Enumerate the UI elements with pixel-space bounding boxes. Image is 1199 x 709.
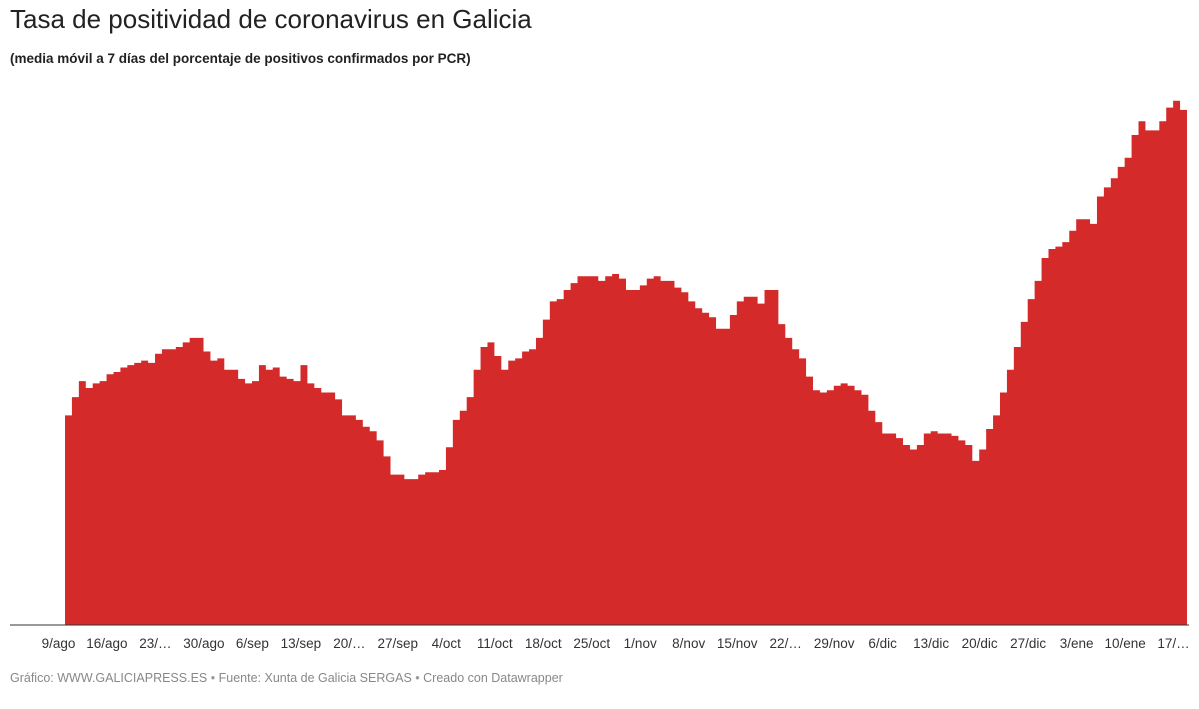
x-tick-label: 17/… xyxy=(1157,636,1189,651)
x-tick-label: 27/sep xyxy=(378,636,419,651)
chart-footer: Gráfico: WWW.GALICIAPRESS.ES • Fuente: X… xyxy=(10,671,563,685)
x-tick-label: 30/ago xyxy=(183,636,224,651)
x-tick-label: 6/dic xyxy=(868,636,897,651)
positivity-area xyxy=(65,100,1187,626)
x-axis: 9/ago 16/ago 23/… 30/ago 6/sep 13/sep 20/… 27/s… xyxy=(42,636,1190,651)
x-tick-label: 22/… xyxy=(770,636,802,651)
x-tick-label: 11/oct xyxy=(477,636,513,651)
positivity-area-chart: 9/ago 16/ago 23/… 30/ago 6/sep 13/sep 20/… 27/s… xyxy=(10,100,1190,651)
footer-tool: Creado con Datawrapper xyxy=(423,671,563,685)
x-tick-label: 4/oct xyxy=(432,636,462,651)
x-tick-label: 25/oct xyxy=(573,636,610,651)
x-tick-label: 18/oct xyxy=(525,636,562,651)
x-tick-label: 29/nov xyxy=(814,636,855,651)
x-tick-label: 27/dic xyxy=(1010,636,1046,651)
x-tick-label: 6/sep xyxy=(236,636,269,651)
x-tick-label: 20/… xyxy=(333,636,365,651)
footer-credit: Gráfico: WWW.GALICIAPRESS.ES xyxy=(10,671,208,685)
x-tick-label: 15/nov xyxy=(717,636,758,651)
x-tick-label: 8/nov xyxy=(672,636,705,651)
x-tick-label: 20/dic xyxy=(962,636,998,651)
x-tick-label: 13/sep xyxy=(281,636,322,651)
x-tick-label: 16/ago xyxy=(86,636,127,651)
x-tick-label: 23/… xyxy=(139,636,171,651)
x-tick-label: 13/dic xyxy=(913,636,949,651)
footer-source: Fuente: Xunta de Galicia SERGAS xyxy=(218,671,412,685)
x-tick-label: 9/ago xyxy=(42,636,76,651)
area-layer xyxy=(65,100,1187,626)
x-tick-label: 1/nov xyxy=(624,636,657,651)
chart-subtitle: (media móvil a 7 días del porcentaje de … xyxy=(10,51,471,66)
x-tick-label: 3/ene xyxy=(1060,636,1094,651)
x-tick-label: 10/ene xyxy=(1104,636,1145,651)
footer-separator: • xyxy=(415,671,420,685)
footer-separator: • xyxy=(210,671,216,685)
chart-title: Tasa de positividad de coronavirus en Ga… xyxy=(10,4,532,34)
